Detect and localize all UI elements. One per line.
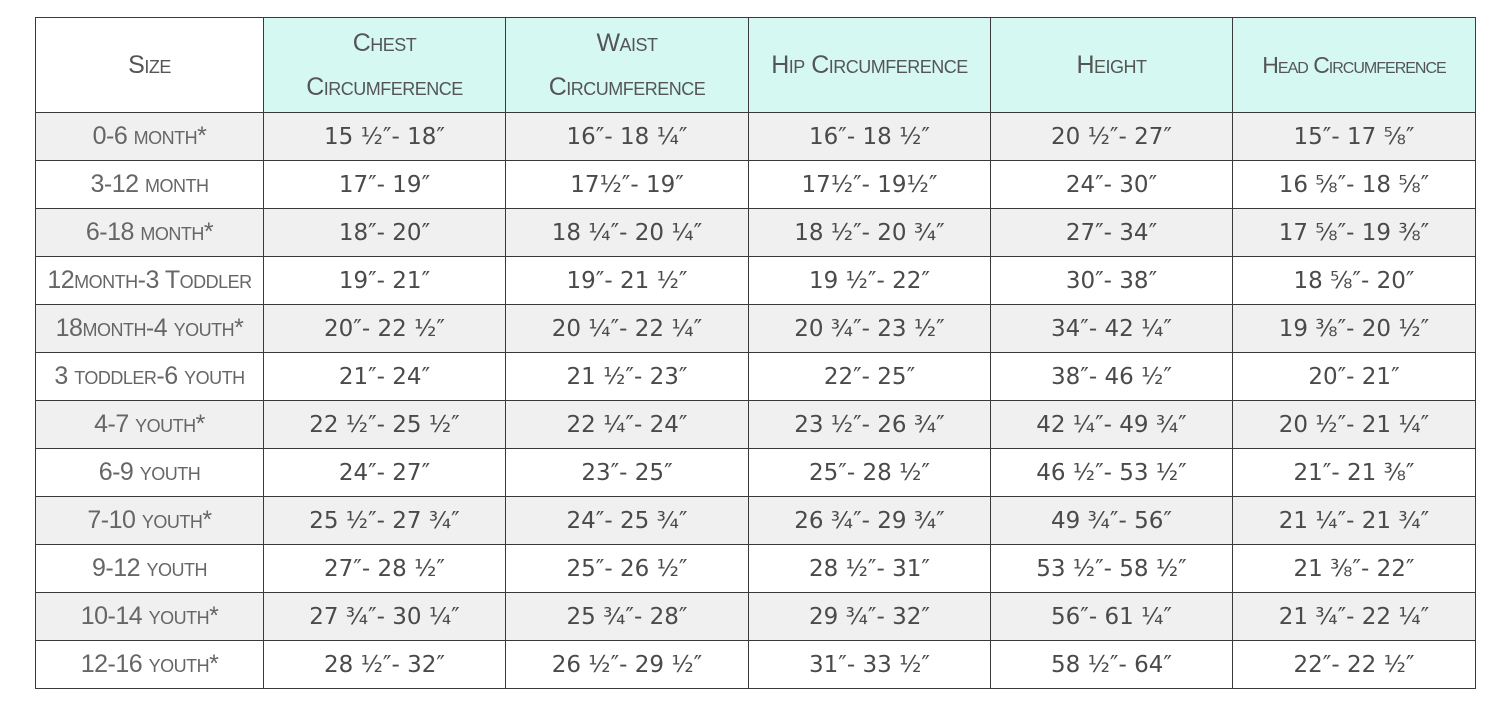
header-cell: Head Circumference	[1232, 17, 1476, 113]
size-label: 10-14 youth*	[35, 592, 264, 641]
size-label: 18month-4 youth*	[35, 304, 264, 353]
measurement-cell: 27″- 28 ½″	[263, 544, 506, 593]
measurement-cell: 20 ¾″- 23 ½″	[748, 304, 991, 353]
measurement-cell: 49 ¾″- 56″	[990, 496, 1233, 545]
measurement-cell: 24″- 30″	[990, 160, 1233, 209]
size-label: 4-7 youth*	[35, 400, 264, 449]
measurement-cell: 22 ¼″- 24″	[505, 400, 749, 449]
size-label: 3 toddler-6 youth	[35, 352, 264, 401]
measurement-cell: 21 ¾″- 22 ¼″	[1232, 592, 1476, 641]
measurement-cell: 26 ¾″- 29 ¾″	[748, 496, 991, 545]
size-label: 7-10 youth*	[35, 496, 264, 545]
measurement-cell: 34″- 42 ¼″	[990, 304, 1233, 353]
size-label: 6-18 month*	[35, 208, 264, 257]
measurement-cell: 20 ½″- 21 ¼″	[1232, 400, 1476, 449]
measurement-cell: 16″- 18 ½″	[748, 112, 991, 161]
measurement-cell: 18 ¼″- 20 ¼″	[505, 208, 749, 257]
measurement-cell: 21″- 24″	[263, 352, 506, 401]
measurement-cell: 46 ½″- 53 ½″	[990, 448, 1233, 497]
measurement-cell: 20 ½″- 27″	[990, 112, 1233, 161]
measurement-cell: 18 ½″- 20 ¾″	[748, 208, 991, 257]
table-row: 6-9 youth 24″- 27″ 23″- 25″ 25″- 28 ½″ 46 ½″…	[35, 448, 1476, 497]
measurement-cell: 15″- 17 ⅝″	[1232, 112, 1476, 161]
measurement-cell: 58 ½″- 64″	[990, 640, 1233, 689]
size-label: 12month-3 Toddler	[35, 256, 264, 305]
measurement-cell: 28 ½″- 31″	[748, 544, 991, 593]
measurement-cell: 29 ¾″- 32″	[748, 592, 991, 641]
table-row: 9-12 youth 27″- 28 ½″ 25″- 26 ½″ 28 ½″- 31″…	[35, 544, 1476, 593]
measurement-cell: 16 ⅝″- 18 ⅝″	[1232, 160, 1476, 209]
measurement-cell: 18 ⅝″- 20″	[1232, 256, 1476, 305]
measurement-cell: 23″- 25″	[505, 448, 749, 497]
measurement-cell: 25 ¾″- 28″	[505, 592, 749, 641]
measurement-cell: 18″- 20″	[263, 208, 506, 257]
measurement-cell: 42 ¼″- 49 ¾″	[990, 400, 1233, 449]
measurement-cell: 27 ¾″- 30 ¼″	[263, 592, 506, 641]
size-label: 6-9 youth	[35, 448, 264, 497]
measurement-cell: 19″- 21 ½″	[505, 256, 749, 305]
measurement-cell: 21 ⅜″- 22″	[1232, 544, 1476, 593]
measurement-cell: 17½″- 19½″	[748, 160, 991, 209]
table-row: 18month-4 youth* 20″- 22 ½″ 20 ¼″- 22 ¼″ 20…	[35, 304, 1476, 353]
measurement-cell: 21″- 21 ⅜″	[1232, 448, 1476, 497]
table-row: 0-6 month* 15 ½″- 18″ 16″- 18 ¼″ 16″- 18 ½″…	[35, 112, 1476, 161]
measurement-cell: 19 ½″- 22″	[748, 256, 991, 305]
measurement-cell: 53 ½″- 58 ½″	[990, 544, 1233, 593]
measurement-cell: 28 ½″- 32″	[263, 640, 506, 689]
measurement-cell: 21 ¼″- 21 ¾″	[1232, 496, 1476, 545]
measurement-cell: 24″- 25 ¾″	[505, 496, 749, 545]
table-body: 0-6 month* 15 ½″- 18″ 16″- 18 ¼″ 16″- 18 ½″…	[35, 112, 1476, 689]
measurement-cell: 26 ½″- 29 ½″	[505, 640, 749, 689]
measurement-cell: 20 ¼″- 22 ¼″	[505, 304, 749, 353]
measurement-cell: 38″- 46 ½″	[990, 352, 1233, 401]
table-row: 10-14 youth* 27 ¾″- 30 ¼″ 25 ¾″- 28″ 29 ¾″-…	[35, 592, 1476, 641]
header-cell: Chest Circumference	[263, 17, 506, 113]
measurement-cell: 25″- 26 ½″	[505, 544, 749, 593]
size-label: 12-16 youth*	[35, 640, 264, 689]
measurement-cell: 27″- 34″	[990, 208, 1233, 257]
table-row: 6-18 month* 18″- 20″ 18 ¼″- 20 ¼″ 18 ½″- 20…	[35, 208, 1476, 257]
measurement-cell: 24″- 27″	[263, 448, 506, 497]
table-row: 3-12 month 17″- 19″ 17½″- 19″ 17½″- 19½″ 24″…	[35, 160, 1476, 209]
table-row: 7-10 youth* 25 ½″- 27 ¾″ 24″- 25 ¾″ 26 ¾″- …	[35, 496, 1476, 545]
size-chart: Size Chest Circumference Waist Circumferen…	[35, 17, 1476, 689]
measurement-cell: 56″- 61 ¼″	[990, 592, 1233, 641]
measurement-cell: 17½″- 19″	[505, 160, 749, 209]
size-label: 9-12 youth	[35, 544, 264, 593]
measurement-cell: 22″- 25″	[748, 352, 991, 401]
header-cell: Size	[35, 17, 264, 113]
size-table: Size Chest Circumference Waist Circumferen…	[35, 17, 1476, 689]
table-row: 3 toddler-6 youth 21″- 24″ 21 ½″- 23″ 22″- …	[35, 352, 1476, 401]
measurement-cell: 17″- 19″	[263, 160, 506, 209]
header-cell: Waist Circumference	[505, 17, 749, 113]
measurement-cell: 31″- 33 ½″	[748, 640, 991, 689]
measurement-cell: 21 ½″- 23″	[505, 352, 749, 401]
measurement-cell: 17 ⅝″- 19 ⅜″	[1232, 208, 1476, 257]
measurement-cell: 25″- 28 ½″	[748, 448, 991, 497]
measurement-cell: 23 ½″- 26 ¾″	[748, 400, 991, 449]
measurement-cell: 16″- 18 ¼″	[505, 112, 749, 161]
measurement-cell: 30″- 38″	[990, 256, 1233, 305]
header-cell: Hip Circumference	[748, 17, 991, 113]
measurement-cell: 20″- 22 ½″	[263, 304, 506, 353]
measurement-cell: 25 ½″- 27 ¾″	[263, 496, 506, 545]
measurement-cell: 22 ½″- 25 ½″	[263, 400, 506, 449]
measurement-cell: 19″- 21″	[263, 256, 506, 305]
size-label: 3-12 month	[35, 160, 264, 209]
header-row: Size Chest Circumference Waist Circumferen…	[35, 17, 1476, 113]
table-row: 4-7 youth* 22 ½″- 25 ½″ 22 ¼″- 24″ 23 ½″- 2…	[35, 400, 1476, 449]
size-label: 0-6 month*	[35, 112, 264, 161]
measurement-cell: 22″- 22 ½″	[1232, 640, 1476, 689]
measurement-cell: 15 ½″- 18″	[263, 112, 506, 161]
measurement-cell: 20″- 21″	[1232, 352, 1476, 401]
header-cell: Height	[990, 17, 1233, 113]
table-row: 12-16 youth* 28 ½″- 32″ 26 ½″- 29 ½″ 31″- 3…	[35, 640, 1476, 689]
measurement-cell: 19 ⅜″- 20 ½″	[1232, 304, 1476, 353]
table-row: 12month-3 Toddler 19″- 21″ 19″- 21 ½″ 19 ½″…	[35, 256, 1476, 305]
